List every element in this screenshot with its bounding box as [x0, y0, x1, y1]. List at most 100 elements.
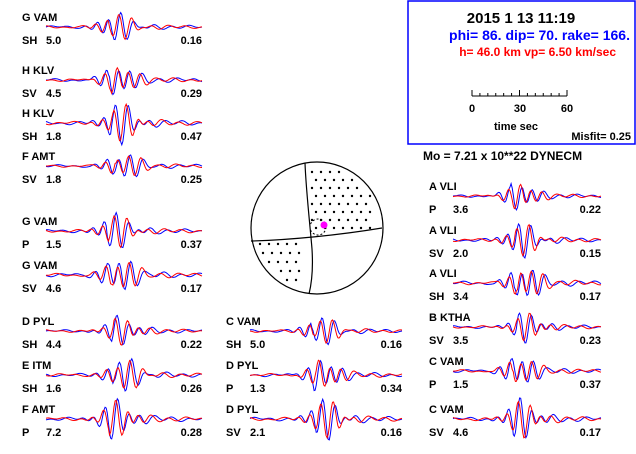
compression-dots — [258, 170, 372, 282]
polarity-dot — [323, 210, 327, 214]
trace-panel: E ITM SH 1.6 0.26 — [22, 357, 203, 395]
polarity-dot — [337, 218, 341, 222]
focal-sphere — [250, 161, 384, 295]
station-label: C VAM — [429, 356, 464, 368]
polarity-dot — [346, 218, 350, 222]
amplitude-value: 0.25 — [181, 174, 202, 186]
amplitude-value: 0.17 — [580, 427, 601, 439]
station-label: G VAM — [22, 260, 57, 272]
polarity-dot — [276, 242, 280, 246]
trace-panel: F AMT P 7.2 0.28 — [22, 397, 203, 440]
observed-trace — [453, 361, 602, 382]
trace-panel: A VLI SV 2.0 0.15 — [429, 222, 602, 260]
polarity-dot — [285, 242, 289, 246]
polarity-dot — [267, 260, 271, 264]
amplitude-value: 0.34 — [381, 383, 403, 395]
component-label: SH — [22, 383, 37, 395]
shift-value: 2.1 — [250, 427, 265, 439]
polarity-dot — [285, 278, 289, 282]
trace-panel: A VLI P 3.6 0.22 — [429, 181, 602, 216]
observed-trace — [45, 262, 203, 288]
polarity-dot — [319, 170, 323, 174]
shift-value: 4.4 — [46, 339, 62, 351]
observed-trace — [452, 183, 602, 210]
amplitude-value: 0.28 — [181, 427, 202, 439]
observed-trace — [249, 359, 403, 387]
shift-value: 3.6 — [453, 204, 468, 216]
polarity-dot — [297, 269, 301, 273]
synthetic-trace — [45, 104, 203, 147]
polarity-dot — [288, 269, 292, 273]
shift-value: 4.6 — [453, 427, 468, 439]
polarity-dot — [337, 186, 341, 190]
station-label: D PYL — [22, 316, 55, 328]
polarity-dot — [279, 251, 283, 255]
amplitude-value: 0.17 — [181, 283, 202, 295]
polarity-dot — [364, 202, 368, 206]
trace-panel: C VAM SH 5.0 0.16 — [226, 316, 403, 351]
shift-value: 5.0 — [46, 35, 61, 47]
component-label: SV — [429, 335, 444, 347]
polarity-dot — [350, 178, 354, 182]
shift-value: 3.4 — [453, 291, 469, 303]
observed-trace — [249, 319, 403, 344]
polarity-dot — [332, 178, 336, 182]
amplitude-value: 0.26 — [181, 383, 202, 395]
synthetic-trace — [249, 359, 403, 392]
trace-panel: G VAM SH 5.0 0.16 — [22, 11, 203, 47]
scale-label: time sec — [494, 121, 538, 133]
amplitude-value: 0.23 — [580, 335, 601, 347]
polarity-dot — [346, 202, 350, 206]
polarity-dot — [314, 178, 318, 182]
station-label: H KLV — [22, 108, 55, 120]
polarity-dot — [270, 251, 274, 255]
amplitude-value: 0.29 — [181, 88, 202, 100]
component-label: P — [429, 204, 436, 216]
polarity-dot — [319, 186, 323, 190]
station-label: G VAM — [22, 216, 57, 228]
polarity-dot — [350, 210, 354, 214]
polarity-dot — [261, 251, 265, 255]
polarity-dot — [310, 170, 314, 174]
shift-value: 1.3 — [250, 383, 265, 395]
station-label: C VAM — [429, 404, 464, 416]
polarity-dot — [355, 202, 359, 206]
amplitude-value: 0.16 — [181, 35, 202, 47]
amplitude-value: 0.16 — [381, 339, 402, 351]
polarity-dot — [359, 194, 363, 198]
observed-trace — [45, 359, 203, 390]
polarity-dot — [314, 226, 318, 230]
station-label: D PYL — [226, 360, 259, 372]
observed-trace — [46, 155, 203, 176]
polarity-dot — [285, 260, 289, 264]
observed-trace — [45, 102, 203, 142]
amplitude-value: 0.17 — [580, 291, 601, 303]
component-label: SH — [226, 339, 241, 351]
station-label: B KTHA — [429, 312, 471, 324]
polarity-dot — [276, 260, 280, 264]
component-label: SV — [22, 174, 37, 186]
observed-trace — [452, 400, 602, 439]
component-label: SH — [22, 131, 37, 143]
misfit-value: Misfit= 0.25 — [571, 131, 631, 143]
synthetic-trace — [249, 317, 403, 346]
station-label: F AMT — [22, 151, 55, 163]
synthetic-trace — [452, 357, 602, 383]
polarity-dot — [355, 218, 359, 222]
polarity-dot — [310, 186, 314, 190]
polarity-dot — [279, 269, 283, 273]
polarity-dot — [332, 210, 336, 214]
polarity-dot — [337, 202, 341, 206]
amplitude-value: 0.47 — [181, 131, 202, 143]
trace-panel: D PYL SV 2.1 0.16 — [226, 397, 403, 441]
synthetic-trace — [452, 181, 602, 212]
component-label: SV — [429, 427, 444, 439]
time-scale-bar: 0 30 60 time sec — [469, 90, 573, 133]
observed-trace — [46, 14, 203, 41]
polarity-dot — [355, 186, 359, 190]
polarity-dot — [328, 218, 332, 222]
amplitude-value: 0.22 — [580, 204, 601, 216]
station-label: A VLI — [429, 225, 457, 237]
polarity-dot — [332, 226, 336, 230]
